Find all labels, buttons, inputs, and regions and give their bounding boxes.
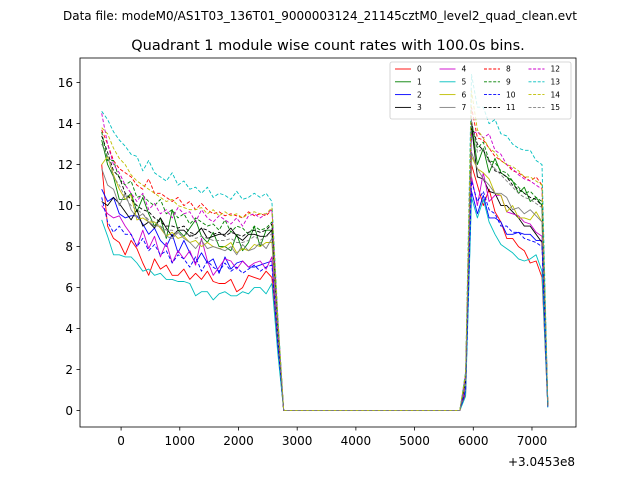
- legend-label-11: 11: [506, 103, 516, 112]
- y-tick-label: 14: [58, 117, 73, 131]
- y-axis: 0 2 4 6 8 10 12 14 16: [58, 76, 80, 418]
- y-tick-label: 6: [65, 281, 73, 295]
- chart-suptitle: Data file: modeM0/AS1T03_136T01_90000031…: [63, 9, 577, 23]
- axes-frame: [79, 57, 577, 428]
- legend-label-2: 2: [417, 90, 422, 99]
- y-tick-label: 10: [58, 199, 73, 213]
- x-axis-offset-label: +3.0453e8: [508, 455, 575, 469]
- series-line-9: [101, 123, 549, 412]
- legend-label-6: 6: [462, 90, 467, 99]
- legend-label-9: 9: [506, 78, 511, 87]
- series-line-5: [101, 196, 549, 412]
- legend-label-1: 1: [417, 78, 422, 87]
- legend-label-0: 0: [417, 65, 422, 74]
- series-line-13: [101, 73, 549, 412]
- legend-label-3: 3: [417, 103, 422, 112]
- legend-label-5: 5: [462, 78, 467, 87]
- legend-label-15: 15: [551, 103, 561, 112]
- y-tick-label: 0: [65, 404, 73, 418]
- series-line-7: [101, 151, 549, 412]
- y-tick-label: 16: [58, 76, 73, 90]
- x-tick-label: 4000: [341, 434, 372, 448]
- y-tick-label: 4: [65, 322, 73, 336]
- x-tick-label: 0: [117, 434, 125, 448]
- y-tick-label: 12: [58, 158, 73, 172]
- legend-label-4: 4: [462, 65, 467, 74]
- series-line-11: [101, 123, 549, 412]
- legend-label-14: 14: [551, 90, 561, 99]
- x-tick-label: 3000: [282, 434, 313, 448]
- chart-title: Quadrant 1 module wise count rates with …: [131, 38, 525, 54]
- series-layer: [101, 73, 549, 412]
- plot-area: [79, 57, 577, 428]
- x-tick-label: 7000: [517, 434, 548, 448]
- y-tick-label: 2: [65, 363, 73, 377]
- y-tick-label: 8: [65, 240, 73, 254]
- x-tick-label: 2000: [223, 434, 254, 448]
- series-line-12: [101, 113, 549, 412]
- x-axis: 0 1000 2000 3000 4000 5000 6000 7000: [117, 427, 547, 448]
- legend-label-7: 7: [462, 103, 467, 112]
- x-tick-label: 6000: [458, 434, 489, 448]
- legend-label-10: 10: [506, 90, 516, 99]
- series-line-10: [101, 180, 549, 412]
- legend-label-13: 13: [551, 78, 561, 87]
- x-tick-label: 1000: [165, 434, 196, 448]
- x-tick-label: 5000: [399, 434, 430, 448]
- legend-label-12: 12: [551, 65, 561, 74]
- series-line-15: [101, 119, 549, 412]
- series-line-14: [101, 90, 549, 412]
- legend-box: [389, 61, 572, 120]
- legend-label-8: 8: [506, 65, 511, 74]
